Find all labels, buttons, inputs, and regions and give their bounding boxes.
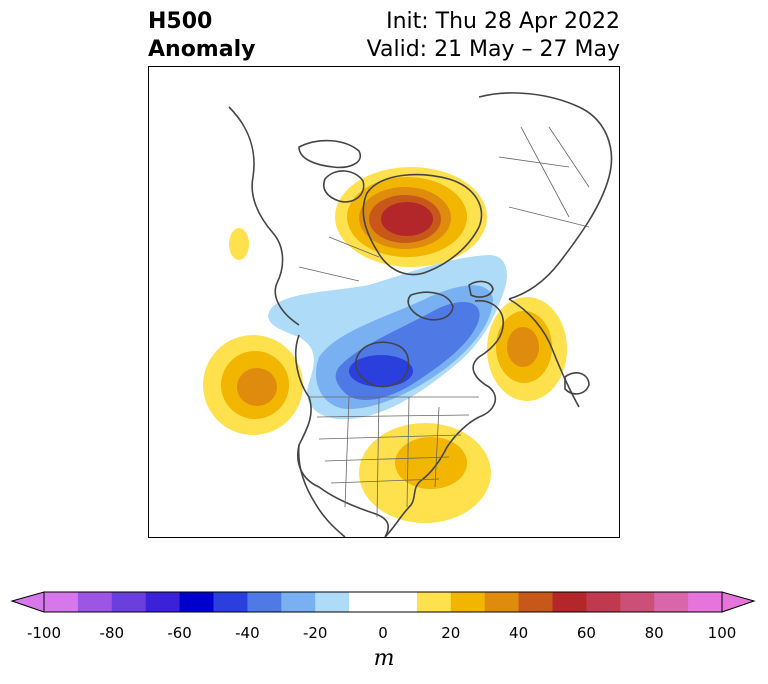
colorbar-swatch (111, 592, 147, 612)
colorbar-swatch (77, 592, 113, 612)
colorbar-tick-label: 100 (707, 624, 737, 642)
colorbar-swatch (416, 592, 452, 612)
colorbar-swatch (620, 592, 655, 612)
anomaly-low-hudson-core (349, 355, 413, 387)
anomaly-high-atlantic-core (507, 327, 539, 367)
colorbar-tick-label: -80 (99, 624, 125, 642)
colorbar-swatches (44, 592, 723, 612)
colorbar-tick-label: 80 (644, 624, 664, 642)
colorbar-swatch (383, 592, 418, 612)
colorbar-swatch (518, 592, 553, 612)
title-field: Anomaly (148, 37, 256, 62)
colorbar-border (43, 591, 723, 613)
colorbar-swatch (44, 592, 79, 612)
colorbar-swatch (213, 592, 248, 612)
anomaly-map[interactable] (148, 66, 620, 538)
anomaly-high-pacific-core (237, 368, 277, 406)
colorbar-swatch (281, 592, 316, 612)
colorbar-tick-label: -40 (235, 624, 260, 642)
colorbar-tick-label: -60 (167, 624, 192, 642)
colorbar-tick-labels: -100 -80 -60 -40 -20 0 20 40 60 80 100 (0, 624, 768, 644)
title-variable: H500 (148, 9, 213, 34)
map-canvas (203, 92, 613, 537)
colorbar-swatch (688, 592, 723, 612)
coastlines (228, 92, 613, 537)
map-title: H500 Anomaly (148, 8, 255, 64)
anomaly-high-greenland-core (381, 202, 433, 236)
political-boundaries (298, 126, 590, 518)
colorbar-tick-label: 40 (509, 624, 529, 642)
colorbar (10, 591, 756, 613)
forecast-dates: Init: Thu 28 Apr 2022 Valid: 21 May – 27… (367, 8, 620, 64)
anomaly-high-eastern-us-2 (395, 437, 467, 489)
anomaly-shading (203, 167, 567, 523)
colorbar-extend-min-arrow (10, 591, 45, 613)
colorbar-swatch (349, 592, 384, 612)
colorbar-swatch (654, 592, 689, 612)
colorbar-swatch (179, 592, 214, 612)
colorbar-swatch (450, 592, 486, 612)
colorbar-extend-max-arrow (721, 591, 756, 613)
colorbar-swatch (484, 592, 520, 612)
colorbar-tick-label: 20 (441, 624, 461, 642)
init-date: Init: Thu 28 Apr 2022 (386, 9, 620, 34)
colorbar-swatch (145, 592, 181, 612)
anomaly-high-small-west (229, 228, 249, 260)
colorbar-swatch (315, 592, 350, 612)
colorbar-swatch (552, 592, 587, 612)
valid-range: Valid: 21 May – 27 May (366, 37, 620, 62)
colorbar-swatch (586, 592, 621, 612)
colorbar-tick-label: -20 (302, 624, 328, 642)
colorbar-unit-label: m (373, 646, 395, 671)
colorbar-swatch (247, 592, 282, 612)
colorbar-tick-label: -100 (26, 624, 62, 642)
colorbar-tick-label: 60 (576, 624, 596, 642)
colorbar-tick-label: 0 (378, 624, 388, 642)
